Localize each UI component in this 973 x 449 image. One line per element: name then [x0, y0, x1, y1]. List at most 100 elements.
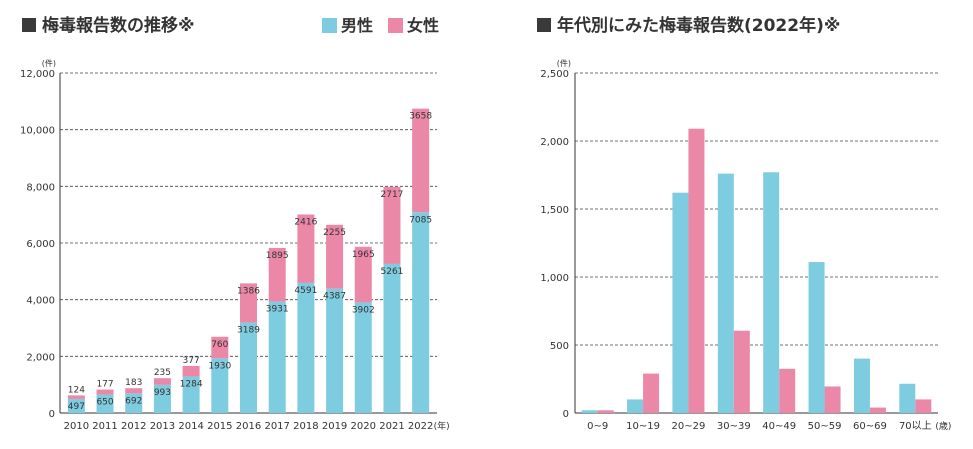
x-tick-label: 2019 — [322, 421, 347, 432]
bar-female — [733, 330, 750, 413]
y-tick-label: 500 — [550, 341, 569, 352]
data-label-male: 692 — [125, 396, 142, 406]
data-label-male: 4591 — [294, 286, 317, 296]
bar-female — [297, 214, 315, 283]
legend-swatch — [388, 18, 403, 33]
data-label-female: 1386 — [237, 286, 260, 296]
bar-female — [326, 224, 344, 289]
x-tick-label: 2017 — [264, 421, 289, 432]
y-tick-label: 1,000 — [540, 273, 569, 284]
x-tick-label: 10~19 — [626, 421, 660, 432]
bar-female — [779, 368, 796, 413]
y-unit-label: (件) — [42, 58, 56, 68]
bar-male — [672, 192, 689, 413]
data-label-male: 4387 — [323, 292, 346, 302]
bar-male — [853, 358, 870, 413]
legend-swatch — [322, 18, 337, 33]
x-unit-label: (年) — [434, 420, 450, 432]
data-label-male: 1930 — [208, 361, 231, 371]
data-label-female: 377 — [183, 356, 200, 366]
data-label-female: 3658 — [409, 112, 432, 122]
y-tick-label: 6,000 — [26, 239, 55, 250]
y-tick-label: 1,500 — [540, 205, 569, 216]
bar-male — [383, 263, 401, 413]
x-tick-label: 0~9 — [587, 421, 608, 432]
y-tick-label: 2,500 — [540, 69, 569, 80]
bar-male — [717, 173, 734, 413]
bar-female — [240, 283, 257, 323]
legend-label: 女性 — [407, 16, 439, 35]
data-label-female: 235 — [154, 368, 171, 378]
x-tick-label: 2018 — [293, 421, 318, 432]
data-label-female: 124 — [68, 385, 85, 395]
bar-female — [211, 336, 229, 359]
legend-label: 男性 — [341, 16, 373, 35]
bar-female — [824, 386, 841, 413]
bar-female — [869, 407, 886, 413]
bar-male — [297, 282, 315, 413]
bar-male — [211, 358, 229, 413]
x-tick-label: 70以上 — [899, 420, 932, 432]
bar-female — [268, 247, 286, 302]
chart-title: 梅毒報告数の推移※ — [42, 15, 195, 36]
title-square-icon — [537, 18, 551, 32]
x-tick-label: 2010 — [64, 421, 89, 432]
x-tick-label: 40~49 — [762, 421, 796, 432]
bar-female — [412, 108, 430, 213]
bar-female — [383, 186, 401, 264]
data-label-male: 3189 — [237, 326, 260, 336]
y-tick-label: 2,000 — [540, 137, 569, 148]
bar-male — [808, 262, 825, 413]
bar-female — [597, 410, 614, 413]
x-tick-label: 2022 — [408, 421, 433, 432]
data-label-female: 760 — [211, 340, 228, 350]
x-tick-label: 30~39 — [717, 421, 751, 432]
x-tick-label: 2021 — [379, 421, 404, 432]
bar-male — [326, 288, 344, 413]
data-label-male: 650 — [96, 398, 113, 408]
bar-male — [96, 394, 114, 413]
data-label-male: 993 — [154, 388, 171, 398]
x-tick-label: 60~69 — [853, 421, 887, 432]
data-label-female: 1895 — [266, 251, 289, 261]
bar-male — [581, 410, 598, 413]
x-tick-label: 2012 — [121, 421, 146, 432]
bar-female — [67, 395, 85, 399]
bar-male — [412, 212, 430, 413]
y-tick-label: 10,000 — [20, 126, 55, 137]
bar-female — [125, 388, 143, 394]
bar-female — [182, 365, 200, 377]
bar-male — [268, 301, 286, 413]
data-label-female: 2416 — [294, 217, 317, 227]
data-label-male: 7085 — [409, 215, 432, 225]
bar-female — [643, 373, 660, 413]
data-label-female: 177 — [96, 380, 113, 390]
data-label-male: 3931 — [266, 305, 289, 315]
data-label-female: 2717 — [381, 190, 404, 200]
bar-male — [899, 383, 916, 413]
y-tick-label: 8,000 — [26, 182, 55, 193]
bar-male — [182, 376, 200, 413]
y-unit-label: (件) — [557, 58, 571, 68]
y-tick-label: 12,000 — [20, 69, 55, 80]
y-tick-label: 2,000 — [26, 352, 55, 363]
y-tick-label: 0 — [49, 409, 55, 420]
bar-male — [67, 398, 85, 413]
data-label-male: 497 — [68, 402, 85, 412]
title-square-icon — [22, 18, 36, 32]
y-tick-label: 0 — [563, 409, 569, 420]
x-tick-label: 2011 — [92, 421, 117, 432]
x-tick-label: 2013 — [150, 421, 175, 432]
bar-male — [125, 393, 143, 413]
bar-male — [354, 302, 372, 413]
data-label-male: 5261 — [381, 267, 404, 277]
data-label-male: 3902 — [352, 305, 375, 315]
bar-female — [96, 389, 114, 395]
data-label-female: 183 — [125, 378, 142, 388]
bar-male — [627, 399, 644, 413]
bar-male — [240, 322, 257, 413]
data-label-male: 1284 — [180, 380, 203, 390]
bar-female — [153, 378, 171, 385]
x-tick-label: 2015 — [207, 421, 232, 432]
